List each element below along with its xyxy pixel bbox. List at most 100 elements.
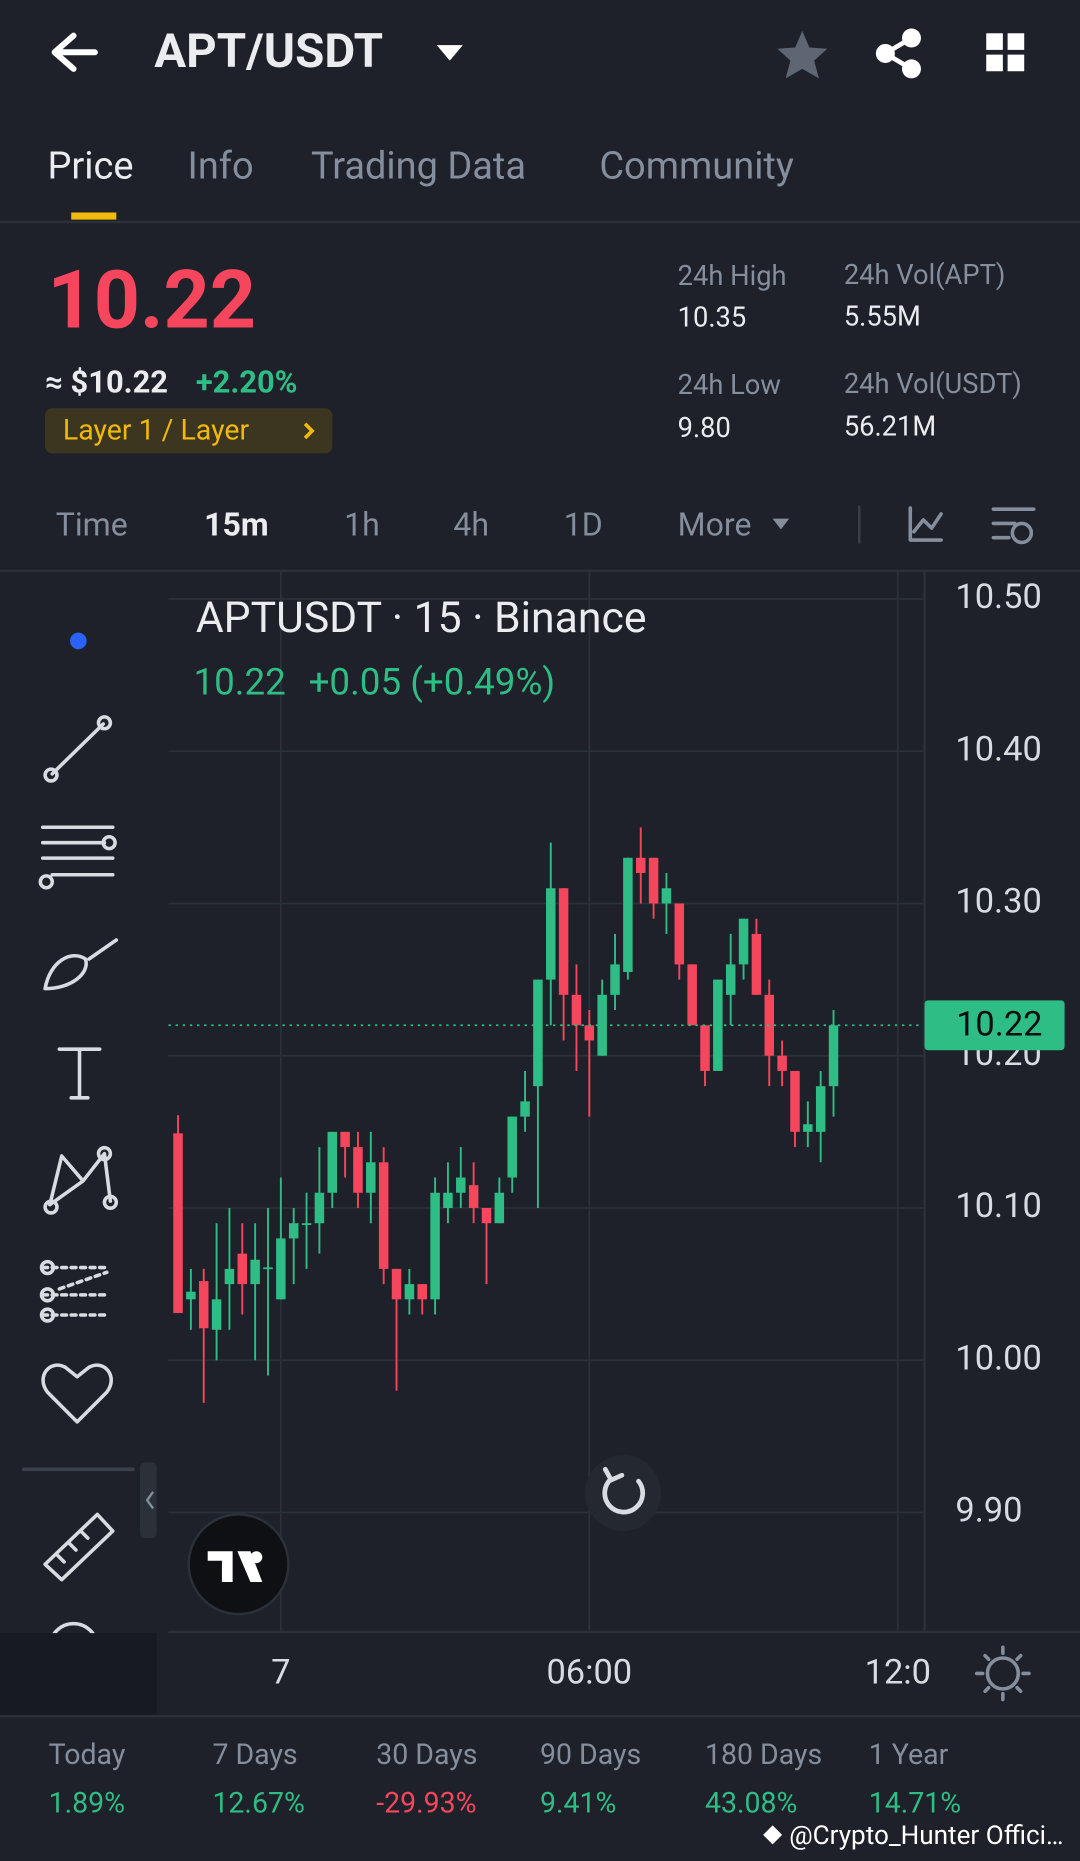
- pair-title[interactable]: APT/USDT: [154, 23, 383, 79]
- reset-button[interactable]: [585, 1455, 662, 1532]
- tab-indicator: [71, 212, 117, 220]
- tab[interactable]: Price: [47, 145, 133, 189]
- candle-body: [443, 1192, 453, 1208]
- cursor-tool[interactable]: [70, 632, 87, 650]
- more-caret: [772, 518, 790, 530]
- period-value: 1.89%: [49, 1787, 125, 1820]
- grid-menu[interactable]: [986, 33, 1025, 72]
- back-button[interactable]: [51, 32, 98, 72]
- tab[interactable]: Info: [188, 145, 254, 189]
- stat-label: 24h Vol(APT): [844, 259, 1006, 291]
- y-tick-label: 10.40: [955, 729, 1041, 769]
- y-tick-label: 10.00: [955, 1338, 1041, 1378]
- toolbar-bottom: [0, 1633, 157, 1717]
- candle-body: [687, 964, 697, 1026]
- candle-body: [533, 979, 543, 1087]
- tag-text[interactable]: Layer 1 / Layer: [63, 414, 250, 447]
- y-tick-label: 10.10: [955, 1186, 1041, 1226]
- tag-arrow: [303, 422, 315, 440]
- candle-body: [173, 1133, 183, 1314]
- candle-body: [186, 1291, 196, 1300]
- candle-body: [751, 933, 762, 995]
- collapse-arrow: [145, 1491, 155, 1510]
- candle-body: [520, 1101, 530, 1117]
- period-label: 30 Days: [376, 1738, 477, 1771]
- usd-price: ≈ $10.22: [45, 364, 168, 401]
- pair-dropdown[interactable]: [436, 45, 463, 61]
- tab[interactable]: Community: [599, 145, 794, 189]
- last-price: 10.22: [47, 253, 256, 348]
- y-tick-label: 10.50: [955, 577, 1041, 617]
- candle-body: [828, 1025, 839, 1087]
- reset-icon: [602, 1476, 646, 1515]
- last-price-label: 10.22: [956, 1005, 1042, 1045]
- candle-body: [481, 1207, 492, 1224]
- divider: [0, 1714, 1080, 1718]
- price-axis-border: [923, 572, 926, 1634]
- chart-title: APTUSDT · 15 · Binance: [196, 593, 647, 643]
- candle-body: [571, 994, 582, 1026]
- performance-row: Today 1.89% 7 Days 12.67% 30 Days -29.93% 90 D…: [49, 1738, 961, 1820]
- time-axis-border: [168, 1630, 1080, 1634]
- tradingview-logo[interactable]: [187, 1513, 290, 1616]
- period-label: 180 Days: [705, 1738, 822, 1771]
- interval[interactable]: 1h: [344, 505, 380, 543]
- price-change: +2.20%: [196, 364, 298, 401]
- period-label: 1 Year: [869, 1738, 949, 1771]
- interval[interactable]: 4h: [453, 505, 489, 543]
- divider: [0, 220, 1080, 224]
- candle-body: [700, 1025, 710, 1071]
- period-label: 90 Days: [540, 1738, 641, 1771]
- tag-chip[interactable]: [45, 408, 333, 454]
- candle-body: [353, 1147, 363, 1193]
- period-value: 9.41%: [540, 1787, 616, 1820]
- candle-body: [623, 857, 633, 972]
- watermark: @Crypto_Hunter Offici…: [789, 1821, 1063, 1851]
- favorite-star[interactable]: [777, 30, 828, 79]
- settings-button[interactable]: [991, 507, 1036, 540]
- interval[interactable]: 15m: [204, 505, 269, 543]
- interval[interactable]: Time: [56, 505, 128, 543]
- theme-button[interactable]: [974, 1645, 1031, 1702]
- y-tick-label: 9.90: [955, 1491, 1022, 1531]
- stat-label: 24h Vol(USDT): [844, 368, 1022, 400]
- candle-body: [314, 1192, 325, 1224]
- x-tick-label: 06:00: [546, 1653, 632, 1693]
- period-label: 7 Days: [212, 1738, 297, 1771]
- stat-value: 10.35: [678, 301, 747, 333]
- candle-body: [507, 1116, 517, 1178]
- candle-body: [635, 857, 646, 874]
- candle-body: [340, 1131, 350, 1148]
- indicator-button[interactable]: [908, 506, 943, 542]
- candle-body: [417, 1284, 427, 1300]
- y-tick-label: 10.30: [955, 882, 1041, 922]
- candle-body: [250, 1259, 260, 1285]
- candle-body: [237, 1253, 248, 1285]
- watermark-logo: [763, 1825, 783, 1845]
- legend-price: 10.22: [193, 661, 285, 704]
- interval[interactable]: 1D: [564, 505, 603, 543]
- tab[interactable]: Trading Data: [311, 145, 526, 189]
- x-tick-label: 12:0: [865, 1653, 931, 1693]
- candle-body: [224, 1268, 235, 1285]
- candle-body: [456, 1177, 466, 1193]
- period-value: 12.67%: [212, 1787, 304, 1820]
- stat-value: 56.21M: [844, 411, 936, 443]
- candle-body: [468, 1185, 479, 1208]
- candle-body: [764, 994, 775, 1056]
- candle-body: [301, 1223, 312, 1225]
- last-price-tag: [924, 1000, 1065, 1051]
- share-button[interactable]: [875, 28, 921, 79]
- legend-change: +0.05 (+0.49%): [309, 661, 556, 704]
- candle-body: [790, 1070, 800, 1132]
- candle-body: [494, 1192, 505, 1224]
- candle-body: [391, 1268, 402, 1300]
- candle-body: [327, 1131, 338, 1193]
- candle-body: [558, 888, 569, 995]
- candle-body: [211, 1299, 222, 1330]
- candle-body: [288, 1223, 299, 1239]
- candle-body: [815, 1086, 826, 1132]
- interval[interactable]: More: [678, 505, 752, 543]
